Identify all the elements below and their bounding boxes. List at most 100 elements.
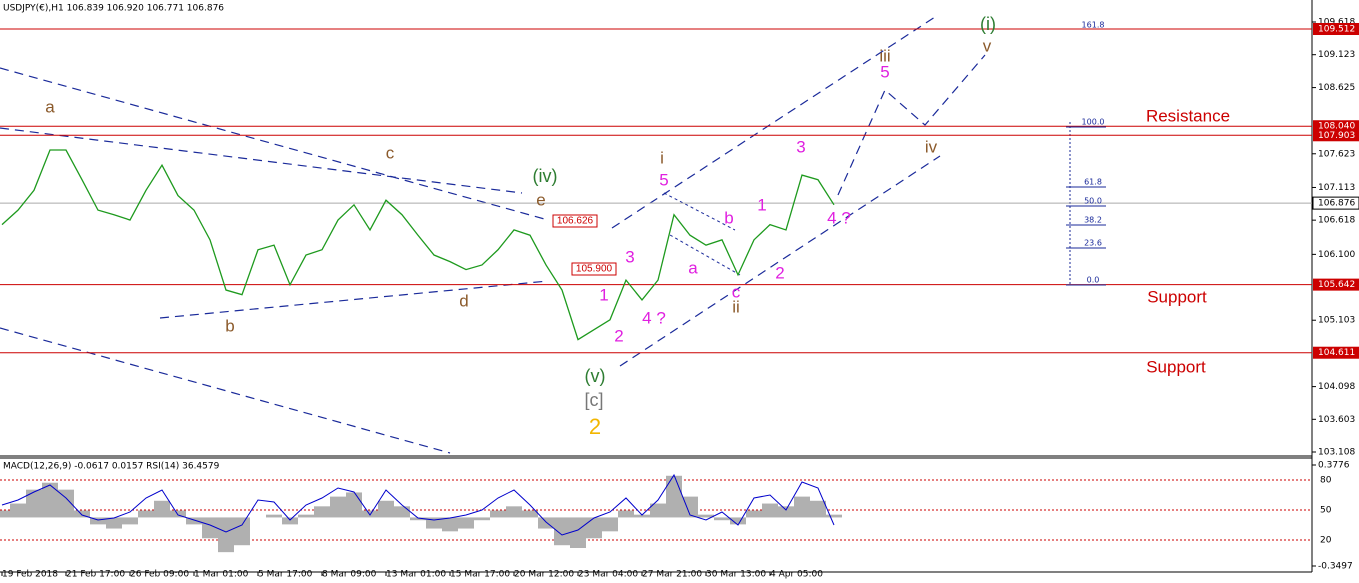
trendline [611, 16, 936, 229]
annotation: 3 [796, 137, 805, 156]
macd-bar [330, 496, 346, 518]
macd-bar [0, 510, 10, 518]
x-tick-label: 27 Mar 21:00 [642, 570, 702, 580]
macd-bar [58, 489, 74, 518]
x-tick-label: 21 Feb 17:00 [66, 570, 125, 580]
x-tick-label: 15 Mar 17:00 [450, 570, 510, 580]
annotation: (v) [585, 366, 606, 386]
level-tag [1313, 129, 1359, 142]
annotation: 1 [599, 285, 608, 304]
macd-bar [170, 510, 186, 518]
level-tag [1313, 23, 1359, 36]
macd-bar [474, 517, 490, 521]
annotation: 1 [757, 195, 766, 214]
macd-bar [378, 500, 394, 518]
annotation: iii [879, 46, 890, 65]
annotation: [c] [584, 390, 603, 410]
macd-bar [282, 517, 298, 525]
macd-bar [314, 506, 330, 518]
level-label: 105.642 [1318, 280, 1355, 290]
macd-bar [10, 503, 26, 518]
macd-tick-label: -0.3497 [1318, 562, 1353, 572]
annotation: 5 [880, 62, 889, 81]
macd-bar [26, 489, 42, 518]
macd-bar [586, 517, 602, 539]
y-tick-label: 107.623 [1318, 149, 1355, 159]
x-tick-label: 23 Mar 04:00 [578, 570, 638, 580]
annotation: (iv) [533, 166, 558, 186]
indicator-header: MACD(12,26,9) -0.0617 0.0157 RSI(14) 36.… [3, 462, 220, 472]
fib-label: 0.0 [1087, 276, 1100, 285]
annotation: c [732, 282, 741, 301]
trendline [663, 192, 736, 231]
price-line [1, 149, 835, 341]
y-tick-label: 106.618 [1318, 216, 1355, 226]
level-label: 106.876 [1318, 199, 1355, 209]
annotation: a [45, 97, 55, 116]
annotation: Support [1146, 357, 1206, 376]
fib-label: 23.6 [1084, 239, 1102, 248]
annotation: 5 [659, 170, 668, 189]
y-tick-label: 107.113 [1318, 183, 1355, 193]
macd-bar [570, 517, 586, 548]
level-tag [1312, 196, 1359, 210]
annotation: 4 ? [827, 208, 851, 227]
annotation: Support [1147, 287, 1207, 306]
macd-bar [234, 517, 250, 546]
annotation: a [688, 258, 698, 277]
macd-bar [826, 514, 842, 518]
macd-bar [394, 506, 410, 518]
macd-bar [122, 517, 138, 525]
fib-label: 161.8 [1082, 21, 1105, 30]
macd-bar [698, 514, 714, 518]
macd-bar [730, 517, 746, 525]
macd-bar [762, 503, 778, 518]
trendlines [0, 16, 986, 454]
annotation: 3 [625, 247, 634, 266]
trendline [159, 280, 549, 319]
macd-bar [442, 517, 458, 532]
trendline [669, 234, 741, 276]
y-tick-label: 103.603 [1318, 415, 1355, 425]
fib-label: 61.8 [1084, 178, 1102, 187]
annotation: 2 [589, 414, 601, 439]
annotation: d [459, 291, 468, 310]
x-tick-label: 1 Mar 01:00 [194, 570, 249, 580]
macd-bar [266, 514, 282, 518]
x-tick-label: 26 Feb 09:00 [130, 570, 189, 580]
x-tick-label: 20 Mar 12:00 [514, 570, 574, 580]
macd-bar [810, 500, 826, 518]
rsi-tick-label: 20 [1320, 536, 1332, 546]
macd-bar [618, 510, 634, 518]
macd-bar [42, 482, 58, 518]
macd-bar [90, 517, 106, 525]
annotation: (i) [980, 14, 996, 34]
macd-bar [106, 517, 122, 529]
annotation: b [225, 316, 234, 335]
y-tick-label: 108.625 [1318, 83, 1355, 93]
y-tick-label: 106.100 [1318, 250, 1355, 260]
price-box [571, 262, 617, 276]
annotation: e [536, 190, 545, 209]
level-tag [1313, 346, 1359, 359]
annotation: v [983, 36, 992, 55]
annotation: 105.900 [576, 264, 613, 275]
annotation: c [386, 143, 395, 162]
macd-bar [682, 496, 698, 518]
annotation: iv [925, 137, 938, 156]
macd-bar [186, 517, 202, 525]
level-label: 108.040 [1318, 122, 1355, 132]
level-label: 109.512 [1318, 25, 1355, 35]
macd-bar [634, 514, 650, 518]
annotation: b [724, 208, 733, 227]
macd-bar [490, 510, 506, 518]
macd-bar [362, 510, 378, 518]
x-tick-label: 19 Feb 2018 [2, 570, 58, 580]
y-tick-label: 104.098 [1318, 382, 1355, 392]
macd-bar [714, 517, 730, 521]
x-tick-label: 5 Mar 17:00 [258, 570, 313, 580]
rsi-tick-label: 50 [1320, 506, 1332, 516]
macd-bar [794, 496, 810, 518]
macd-bar [154, 500, 170, 518]
annotation: i [660, 148, 664, 167]
